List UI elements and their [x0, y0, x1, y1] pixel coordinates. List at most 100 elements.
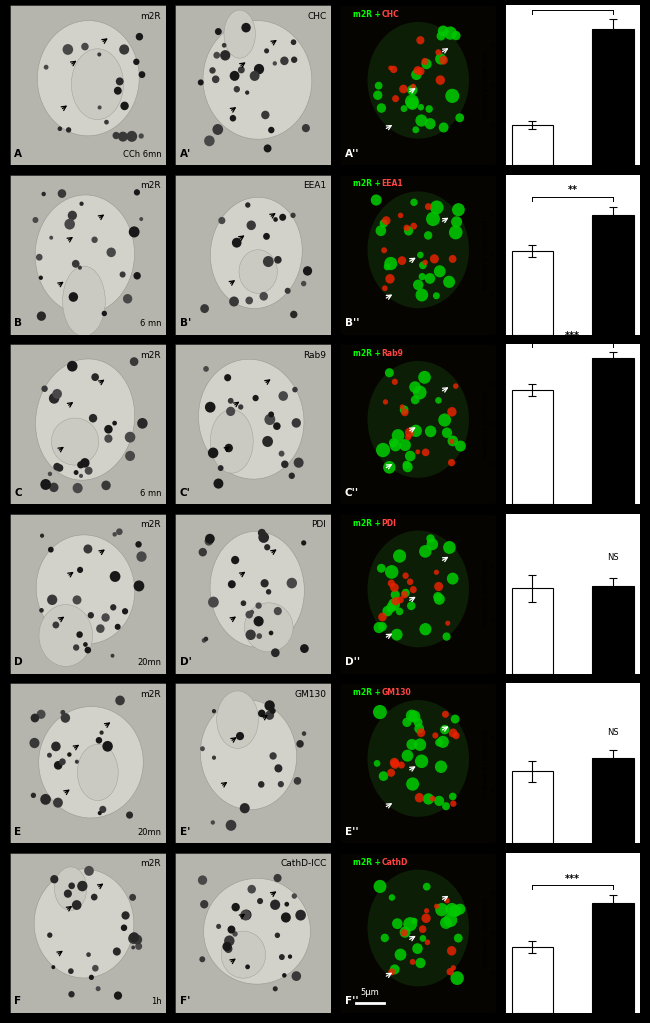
Circle shape: [390, 965, 400, 974]
Circle shape: [265, 414, 276, 426]
Circle shape: [447, 407, 456, 416]
Bar: [512, 588, 553, 674]
Circle shape: [448, 255, 456, 263]
Circle shape: [411, 396, 419, 404]
Circle shape: [54, 761, 62, 769]
Text: D: D: [14, 658, 23, 667]
Circle shape: [388, 65, 393, 71]
Circle shape: [434, 570, 439, 575]
Circle shape: [120, 271, 125, 277]
Circle shape: [270, 752, 277, 760]
Circle shape: [419, 262, 426, 269]
Circle shape: [116, 528, 123, 535]
Text: A: A: [14, 148, 23, 159]
Text: B': B': [179, 318, 191, 328]
Circle shape: [84, 865, 94, 876]
Circle shape: [36, 254, 43, 261]
Circle shape: [435, 53, 446, 64]
Circle shape: [383, 461, 395, 474]
Text: m2R: m2R: [140, 351, 161, 360]
Circle shape: [389, 894, 395, 901]
Circle shape: [373, 90, 382, 100]
Circle shape: [129, 894, 136, 901]
Circle shape: [291, 213, 296, 218]
Circle shape: [376, 225, 386, 236]
Circle shape: [405, 428, 414, 437]
Ellipse shape: [39, 707, 143, 818]
Circle shape: [220, 50, 230, 60]
Circle shape: [419, 926, 426, 933]
Text: D': D': [179, 658, 192, 667]
Circle shape: [89, 414, 98, 422]
Circle shape: [400, 927, 411, 938]
Circle shape: [422, 448, 430, 456]
Ellipse shape: [55, 866, 86, 910]
Circle shape: [373, 705, 387, 719]
Circle shape: [450, 971, 464, 985]
Circle shape: [213, 52, 220, 58]
Circle shape: [412, 126, 419, 133]
Circle shape: [302, 731, 306, 736]
Circle shape: [400, 929, 408, 937]
Circle shape: [417, 252, 424, 258]
Circle shape: [447, 968, 454, 976]
Ellipse shape: [34, 869, 134, 978]
Circle shape: [452, 31, 461, 40]
Circle shape: [64, 219, 75, 229]
Circle shape: [424, 273, 435, 283]
Circle shape: [66, 127, 72, 133]
Circle shape: [88, 612, 94, 619]
Text: D'': D'': [345, 658, 360, 667]
Circle shape: [226, 407, 235, 416]
Text: m2R: m2R: [140, 859, 161, 869]
Text: Rab9: Rab9: [304, 351, 326, 360]
Circle shape: [126, 811, 133, 818]
Circle shape: [392, 95, 399, 102]
Circle shape: [134, 189, 140, 195]
Circle shape: [213, 479, 224, 489]
Circle shape: [403, 917, 417, 931]
Circle shape: [112, 132, 120, 139]
Circle shape: [285, 902, 289, 906]
Circle shape: [137, 418, 148, 429]
Circle shape: [205, 402, 216, 412]
Circle shape: [282, 973, 287, 978]
Circle shape: [83, 544, 92, 553]
Text: **: **: [568, 185, 578, 195]
Circle shape: [47, 932, 53, 938]
Circle shape: [390, 440, 401, 451]
Circle shape: [391, 590, 400, 599]
Circle shape: [395, 948, 406, 961]
Circle shape: [49, 393, 59, 404]
Circle shape: [407, 85, 417, 95]
Circle shape: [382, 606, 393, 617]
Circle shape: [91, 894, 98, 900]
Circle shape: [451, 216, 462, 227]
Circle shape: [128, 933, 139, 944]
Circle shape: [421, 58, 428, 65]
Circle shape: [77, 461, 84, 469]
Text: A': A': [179, 148, 191, 159]
Circle shape: [445, 903, 458, 917]
Circle shape: [133, 935, 142, 944]
Text: CathD-ICC: CathD-ICC: [280, 859, 326, 869]
Circle shape: [418, 371, 431, 384]
Circle shape: [294, 457, 304, 468]
Circle shape: [50, 875, 58, 884]
Circle shape: [263, 233, 270, 239]
Circle shape: [246, 297, 253, 305]
Circle shape: [232, 237, 242, 248]
Circle shape: [48, 546, 54, 552]
Circle shape: [294, 777, 301, 785]
Circle shape: [424, 231, 432, 239]
Circle shape: [265, 701, 275, 711]
Text: B''': B''': [508, 389, 524, 399]
Circle shape: [400, 105, 408, 113]
Circle shape: [421, 58, 432, 70]
Circle shape: [29, 738, 40, 748]
Ellipse shape: [210, 531, 304, 648]
Circle shape: [393, 549, 406, 563]
Circle shape: [42, 191, 46, 196]
Circle shape: [422, 260, 428, 265]
Circle shape: [382, 285, 387, 292]
